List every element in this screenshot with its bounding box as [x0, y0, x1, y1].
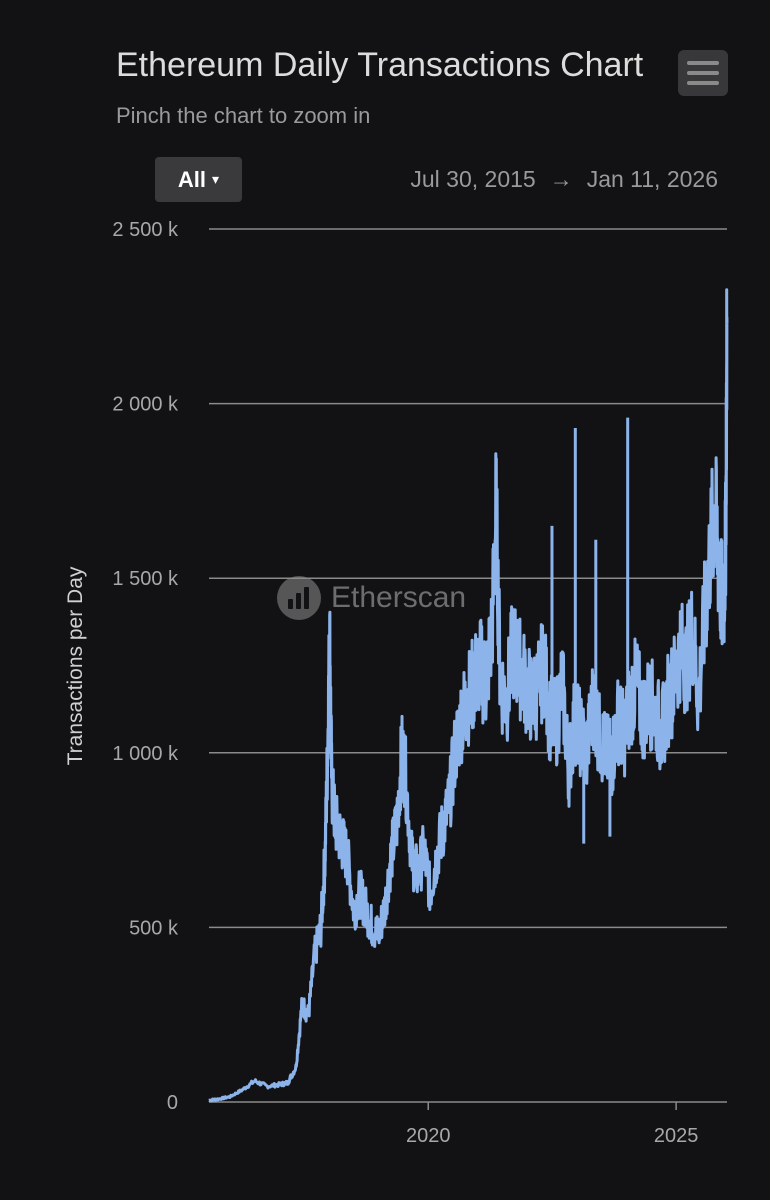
hamburger-menu-button[interactable]	[678, 50, 728, 96]
menu-icon-bar	[687, 81, 719, 85]
y-tick-label: 2 500 k	[112, 219, 179, 241]
menu-icon-bar	[687, 61, 719, 65]
menu-icon-bar	[687, 71, 719, 75]
y-axis-label: Transactions per Day	[64, 566, 87, 765]
chart-title: Ethereum Daily Transactions Chart	[116, 46, 644, 84]
y-tick-labels: 0 500 k 1 000 k 1 500 k 2 000 k 2 500 k	[112, 219, 179, 1114]
y-tick-label: 1 500 k	[112, 568, 179, 590]
caret-down-icon: ▾	[212, 171, 220, 187]
etherscan-watermark: Etherscan	[277, 576, 466, 620]
x-tick-labels: 2020 2025	[406, 1102, 698, 1147]
date-to: Jan 11, 2026	[586, 166, 718, 192]
etherscan-logo-icon	[277, 576, 321, 620]
y-tick-label: 0	[167, 1092, 178, 1114]
y-tick-label: 1 000 k	[112, 743, 179, 765]
date-from: Jul 30, 2015	[410, 166, 536, 192]
chart-subtitle: Pinch the chart to zoom in	[116, 103, 371, 128]
range-select-label: All	[177, 166, 207, 192]
date-range: Jul 30, 2015 → Jan 11, 2026	[410, 166, 718, 193]
arrow-right-icon: →	[549, 166, 573, 192]
y-tick-label: 500 k	[129, 917, 179, 939]
x-tick-label: 2025	[654, 1125, 699, 1147]
watermark-text: Etherscan	[331, 581, 467, 614]
series-group	[208, 288, 729, 1103]
x-tick-label: 2020	[406, 1125, 451, 1147]
range-select-button[interactable]: All ▾	[155, 157, 242, 202]
y-tick-label: 2 000 k	[112, 394, 179, 416]
transactions-line	[208, 288, 729, 1103]
